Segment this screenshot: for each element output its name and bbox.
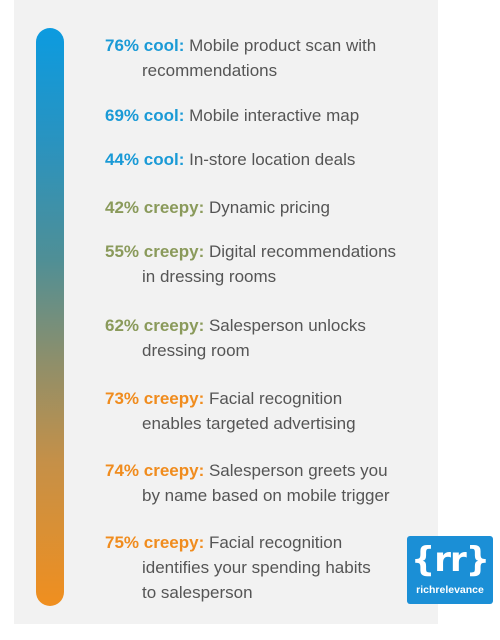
- item-text-continued: in dressing rooms: [142, 267, 277, 286]
- stat-label: 62% creepy:: [105, 316, 205, 335]
- item-text: Salesperson unlocks: [208, 316, 366, 335]
- logo-wordmark: richrelevance: [416, 584, 484, 596]
- list-item: 55% creepy: Digital recommendations in d…: [105, 239, 435, 289]
- list-item: 69% cool: Mobile interactive map: [105, 103, 435, 128]
- item-text: Digital recommendations: [208, 242, 397, 261]
- item-text-continued: recommendations: [142, 61, 278, 80]
- item-text: Mobile interactive map: [189, 106, 360, 125]
- item-text: Facial recognition: [208, 533, 343, 552]
- item-text-continued: by name based on mobile trigger: [142, 486, 390, 505]
- richrelevance-logo: {rr} richrelevance: [407, 536, 493, 604]
- logo-mark: {rr}: [411, 540, 490, 580]
- stat-label: 69% cool:: [105, 106, 185, 125]
- list-item: 73% creepy: Facial recognition enables t…: [105, 386, 435, 436]
- item-text: Facial recognition: [208, 389, 343, 408]
- list-item: 74% creepy: Salesperson greets you by na…: [105, 458, 435, 508]
- item-text-continued: dressing room: [142, 341, 250, 360]
- cool-to-creepy-gradient-bar: [36, 28, 64, 606]
- stat-label: 74% creepy:: [105, 461, 205, 480]
- stat-label: 42% creepy:: [105, 198, 205, 217]
- stat-label: 76% cool:: [105, 36, 185, 55]
- item-text-continued: enables targeted advertising: [142, 414, 356, 433]
- item-text-continued: to salesperson: [142, 583, 253, 602]
- item-text: Salesperson greets you: [208, 461, 388, 480]
- list-item: 42% creepy: Dynamic pricing: [105, 195, 435, 220]
- stat-label: 44% cool:: [105, 150, 185, 169]
- list-item: 62% creepy: Salesperson unlocks dressing…: [105, 313, 435, 363]
- item-text: Mobile product scan with: [189, 36, 377, 55]
- stat-label: 73% creepy:: [105, 389, 205, 408]
- stat-label: 75% creepy:: [105, 533, 205, 552]
- infographic-panel: [14, 0, 438, 624]
- list-item: 75% creepy: Facial recognition identifie…: [105, 530, 435, 605]
- item-text-continued: identifies your spending habits: [142, 558, 371, 577]
- list-item: 76% cool: Mobile product scan with recom…: [105, 33, 435, 83]
- item-text: In-store location deals: [189, 150, 356, 169]
- stat-label: 55% creepy:: [105, 242, 205, 261]
- list-item: 44% cool: In-store location deals: [105, 147, 435, 172]
- item-text: Dynamic pricing: [208, 198, 330, 217]
